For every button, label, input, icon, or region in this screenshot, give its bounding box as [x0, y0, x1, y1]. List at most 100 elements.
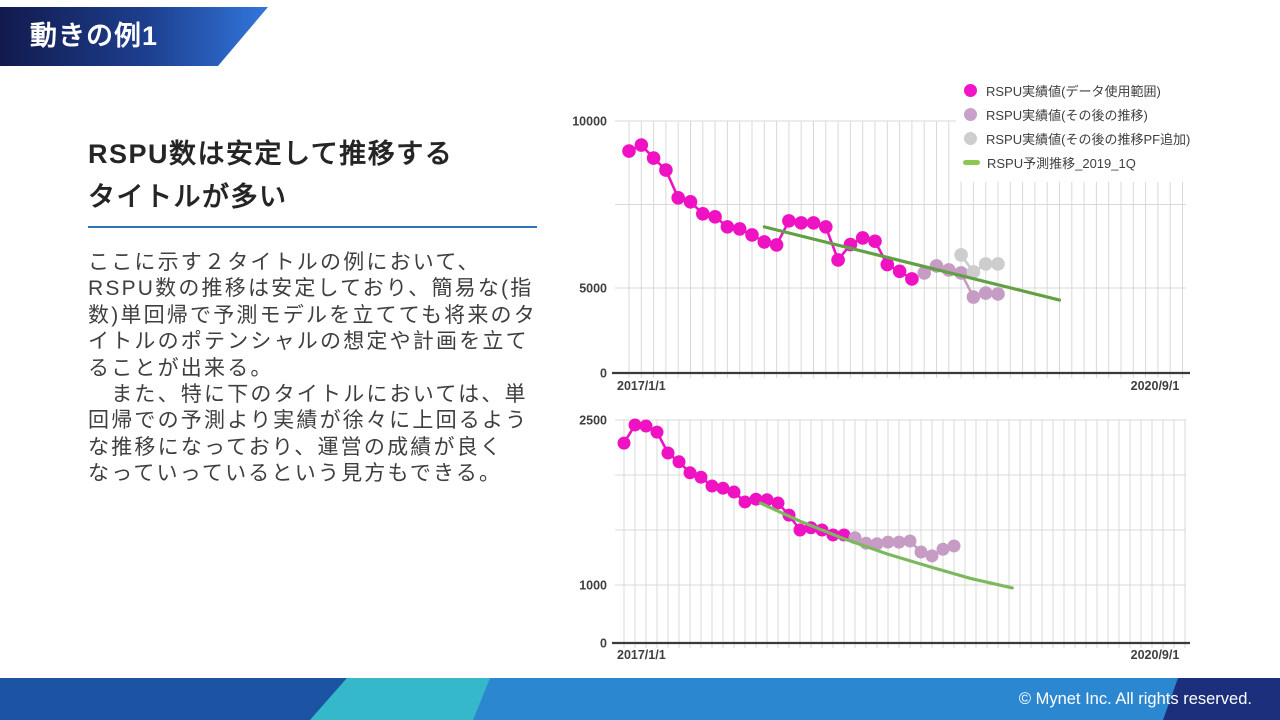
data-point [769, 238, 784, 252]
body-line: イトルのポテンシャルの想定や計画を立て [88, 330, 529, 354]
body-line: RSPU数の推移は安定しており、簡易な(指 [88, 277, 534, 301]
copyright-text: © Mynet Inc. All rights reserved. [1018, 690, 1252, 708]
data-point [954, 248, 968, 262]
legend-label: RSPU実績値(データ使用範囲) [986, 83, 1161, 99]
series [848, 531, 961, 563]
data-point [978, 257, 993, 271]
data-point [936, 542, 950, 556]
data-point [683, 466, 697, 480]
x-axis-start-label: 2017/1/1 [617, 648, 666, 662]
body-line: また、特に下のタイトルにおいては、単 [88, 383, 528, 407]
heading-line-1: RSPU数は安定して推移する [88, 139, 454, 169]
data-point [745, 228, 759, 242]
footer-bar: © Mynet Inc. All rights reserved. [0, 678, 1280, 720]
data-point [672, 455, 686, 469]
data-point [991, 287, 1005, 301]
data-point [694, 470, 708, 484]
legend-item: RSPU実績値(その後の推移) [964, 102, 1240, 126]
body-line: 回帰での予測より実績が徐々に上回るよう [88, 409, 529, 433]
chart-1: 10000 5000 0 2017/1/1 2020/9/1 [572, 115, 1190, 393]
data-point [855, 231, 870, 245]
data-point [671, 191, 685, 205]
data-point [870, 537, 884, 551]
x-axis-end-label: 2020/9/1 [1131, 379, 1180, 393]
body-line: なっていっているという見方もできる。 [88, 462, 503, 486]
data-point [659, 163, 673, 177]
y-tick-label: 2500 [579, 414, 607, 428]
data-point [622, 144, 636, 158]
trend-line [762, 225, 1062, 302]
y-tick-label: 5000 [579, 282, 607, 296]
footer-segment-blue [0, 678, 347, 720]
footer-segment-navy [1163, 678, 1280, 720]
series [622, 138, 919, 286]
slide-title-banner: 動きの例1 [0, 7, 268, 66]
section-heading: RSPU数は安定して推移する タイトルが多い [88, 133, 453, 219]
data-point [771, 496, 785, 510]
data-point [705, 479, 719, 493]
data-point [925, 549, 939, 563]
body-text: ここに示す２タイトルの例において、 RSPU数の推移は安定しており、簡易な(指 数)… [88, 250, 568, 488]
data-point [634, 138, 649, 152]
data-point [732, 222, 747, 236]
body-line: 数)単回帰で予測モデルを立てても将来のタ [88, 303, 537, 327]
data-point [628, 418, 642, 432]
legend-line-swatch [963, 159, 980, 165]
y-tick-label: 0 [600, 367, 607, 381]
series [762, 225, 1062, 302]
data-point [716, 481, 730, 495]
data-point [978, 286, 993, 300]
legend-dot-swatch [964, 83, 977, 97]
chart-2: 2500 1000 0 2017/1/1 2020/9/1 [579, 414, 1190, 662]
legend-dot-swatch [964, 107, 977, 121]
y-tick-label: 1000 [579, 579, 607, 593]
data-point [639, 419, 653, 433]
data-point [782, 214, 796, 228]
heading-underline [88, 226, 537, 228]
data-point [646, 151, 661, 165]
legend-dot-swatch [964, 131, 977, 145]
slide-title: 動きの例1 [30, 21, 159, 51]
data-point [650, 425, 664, 439]
data-point [966, 265, 981, 279]
data-point [738, 495, 752, 509]
legend-item: RSPU予測推移_2019_1Q [963, 150, 1240, 174]
data-point [708, 210, 722, 224]
data-point [917, 266, 931, 280]
heading-line-2: タイトルが多い [88, 182, 288, 212]
legend-item: RSPU実績値(データ使用範囲) [964, 78, 1240, 102]
data-point [696, 207, 710, 221]
data-point [727, 485, 741, 499]
chart-legend: RSPU実績値(データ使用範囲) RSPU実績値(その後の推移) RSPU実績値(そ… [956, 70, 1240, 182]
x-axis-end-label: 2020/9/1 [1131, 648, 1180, 662]
data-point [881, 535, 895, 549]
y-tick-label: 10000 [572, 115, 607, 129]
data-point [991, 257, 1005, 271]
horizontal-gridlines [615, 419, 1186, 586]
data-point [947, 539, 961, 553]
data-point [757, 235, 772, 249]
data-point [966, 290, 981, 304]
data-point [903, 534, 917, 548]
y-tick-label: 0 [600, 637, 607, 651]
series [954, 248, 1005, 279]
trend-line [758, 501, 1014, 590]
data-point [892, 535, 906, 549]
body-line: ることが出来る。 [88, 356, 274, 380]
data-point [914, 545, 928, 559]
data-point [793, 523, 807, 537]
body-line: ここに示す２タイトルの例において、 [88, 251, 481, 274]
legend-label: RSPU実績値(その後の推移PF追加) [986, 131, 1191, 147]
data-point [905, 272, 919, 286]
legend-item: RSPU実績値(その後の推移PF追加) [964, 126, 1240, 150]
body-line: な推移になっており、運営の成績が良く [88, 435, 504, 459]
data-point [683, 195, 698, 209]
series [617, 418, 851, 542]
data-point [720, 220, 735, 234]
data-point [868, 234, 882, 249]
data-point [819, 220, 833, 234]
series [758, 501, 1014, 590]
data-point [880, 257, 895, 272]
